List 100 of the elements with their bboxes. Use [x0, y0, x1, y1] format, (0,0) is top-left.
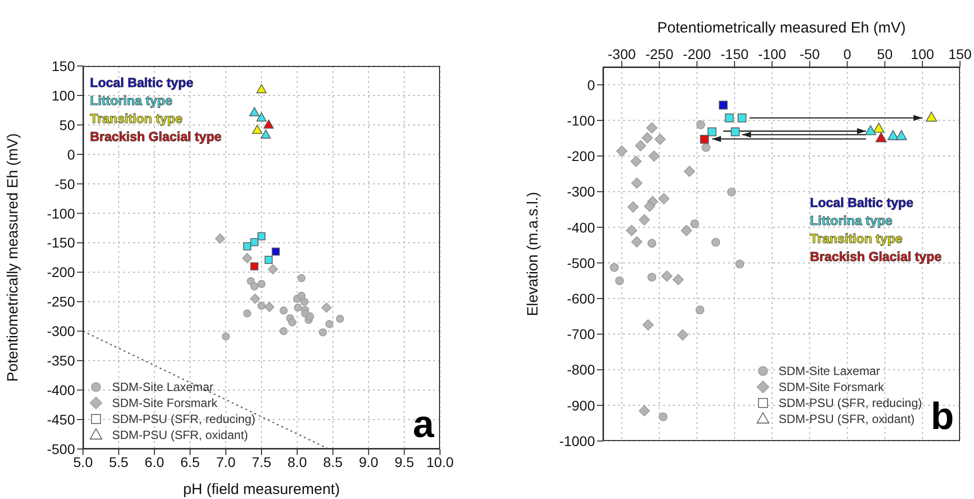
point [700, 134, 709, 144]
y-tick-label: -700 [566, 326, 596, 342]
point [268, 264, 278, 274]
point [658, 193, 670, 204]
x-tick-label: 7.5 [252, 454, 272, 470]
point [626, 224, 638, 236]
y-tick-label: -100 [46, 205, 76, 222]
point [243, 242, 252, 250]
x-tick-label: 10.0 [426, 454, 454, 470]
y-tick-label: -50 [54, 176, 76, 192]
point [280, 306, 288, 315]
y-tick-label: 0 [67, 146, 76, 162]
point [297, 292, 306, 300]
x-tick-label: -150 [720, 46, 749, 62]
point [631, 178, 642, 189]
x-tick-label: -50 [800, 46, 820, 62]
text: Brackish Glacial type [810, 248, 942, 266]
point [873, 122, 884, 133]
y-tick-label: -800 [566, 362, 596, 378]
point [250, 282, 258, 290]
point [638, 214, 650, 226]
point [875, 132, 887, 142]
annotation: SDM-PSU (SFR, reducing) [112, 411, 256, 427]
x-tick-label: 7.0 [216, 454, 236, 470]
point [250, 294, 260, 304]
point [647, 238, 656, 248]
x-tick-label: -200 [682, 46, 712, 62]
text: Local Baltic type [810, 194, 914, 212]
point [708, 127, 716, 136]
point [711, 238, 720, 247]
point [258, 280, 266, 288]
y-tick-label: 50 [59, 116, 76, 133]
point [250, 262, 258, 270]
point [250, 238, 258, 246]
point [249, 107, 260, 116]
point [646, 122, 658, 134]
point [696, 120, 706, 130]
text: Littorina type [810, 212, 894, 230]
point [718, 100, 728, 110]
point [610, 263, 619, 272]
point [634, 140, 646, 152]
y-tick-label: -400 [566, 219, 596, 236]
point [672, 274, 684, 286]
y-axis-title: Elevation (m.a.s.l.) [524, 192, 542, 316]
legend-label: SDM-Site Laxemar [778, 363, 880, 379]
y-tick-label: -500 [46, 440, 76, 457]
point [264, 119, 274, 129]
annotation: a [412, 404, 434, 446]
point [680, 224, 692, 236]
x-tick-label: 9.0 [358, 454, 379, 470]
point [727, 188, 736, 196]
point [926, 112, 938, 122]
y-tick-label: -500 [566, 254, 596, 271]
legend-label: SDM-Site Forsmark [112, 395, 218, 411]
y-tick-label: -150 [46, 234, 76, 251]
x-tick-label: 6.5 [180, 454, 200, 470]
text: Transition type [90, 110, 184, 128]
y-tick-label: 0 [587, 76, 596, 93]
point [222, 332, 230, 340]
y-axis-title: Potentiometrically measured Eh (mV) [4, 133, 22, 382]
point [258, 302, 266, 310]
point [215, 234, 226, 244]
point [690, 219, 700, 228]
point [661, 270, 672, 282]
annotation: SDM-PSU (SFR, oxidant) [778, 411, 915, 427]
y-tick-label: 100 [52, 87, 76, 104]
y-tick-label: -100 [566, 112, 596, 128]
annotation: SDM-PSU (SFR, oxidant) [112, 427, 248, 443]
x-tick-label: 0 [843, 46, 852, 62]
point [272, 248, 280, 256]
x-tick-label: -100 [758, 46, 786, 62]
point [256, 112, 267, 122]
point [735, 260, 744, 268]
point [242, 253, 252, 264]
x-tick-label: 8.0 [287, 454, 308, 470]
point [684, 166, 696, 177]
x-tick-label: 5.0 [73, 454, 93, 470]
x-tick-label: -250 [645, 46, 674, 62]
point [336, 314, 344, 323]
point [647, 272, 656, 282]
point [288, 318, 296, 326]
point [258, 232, 266, 240]
point [627, 201, 639, 213]
point [294, 304, 302, 312]
x-tick-label: 9.5 [394, 454, 414, 470]
point [896, 130, 907, 140]
y-tick-label: -1000 [559, 432, 596, 449]
point [658, 412, 668, 422]
y-tick-label: -400 [46, 382, 76, 398]
x-axis-title: pH (field measurement) [183, 481, 340, 498]
point [888, 130, 899, 140]
point [864, 125, 876, 136]
legend-label: SDM-Site Laxemar [112, 379, 214, 395]
annotation: b [930, 396, 954, 438]
point [696, 306, 704, 314]
point [642, 319, 654, 330]
x-tick-label: 6.0 [144, 454, 164, 470]
point [642, 132, 653, 144]
point [280, 327, 288, 336]
y-tick-label: -200 [46, 264, 76, 280]
